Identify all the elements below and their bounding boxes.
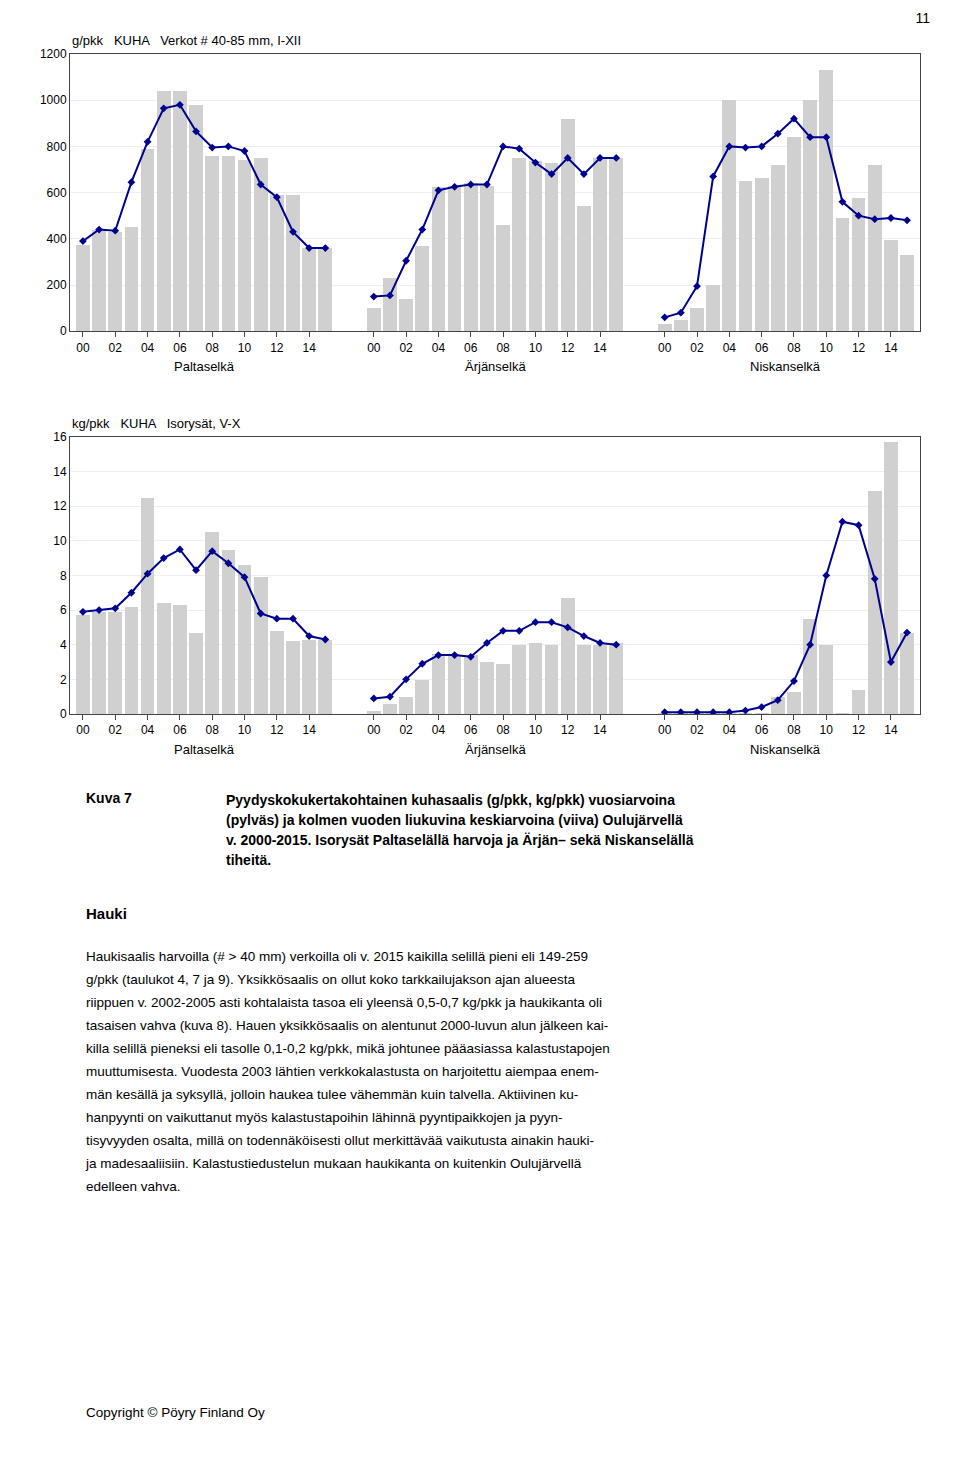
svg-text:00: 00 — [76, 341, 90, 355]
svg-text:08: 08 — [206, 341, 220, 355]
svg-text:08: 08 — [206, 723, 220, 737]
svg-text:1200: 1200 — [40, 47, 67, 61]
svg-text:04: 04 — [432, 723, 446, 737]
html-text:Kuva 7: Kuva 7 — [86, 790, 132, 806]
svg-text:Ärjänselkä: Ärjänselkä — [465, 742, 526, 757]
svg-text:10: 10 — [820, 723, 834, 737]
svg-text:00: 00 — [658, 723, 672, 737]
svg-text:12: 12 — [53, 499, 67, 513]
html-text:v. 2000-2015. Isorysät Paltase: v. 2000-2015. Isorysät Paltaselällä harv… — [226, 832, 694, 848]
svg-text:00: 00 — [367, 723, 381, 737]
svg-text:06: 06 — [173, 723, 187, 737]
svg-text:14: 14 — [302, 341, 316, 355]
svg-text:2: 2 — [60, 673, 67, 687]
svg-text:08: 08 — [787, 723, 801, 737]
svg-text:10: 10 — [238, 341, 252, 355]
svg-text:Paltaselkä: Paltaselkä — [174, 742, 235, 757]
html-text:Haukisaalis harvoilla (# > 40: Haukisaalis harvoilla (# > 40 mm) verkoi… — [86, 949, 589, 964]
html-text:Copyright © Pöyry Finland Oy: Copyright © Pöyry Finland Oy — [86, 1405, 265, 1420]
svg-text:06: 06 — [464, 723, 478, 737]
svg-text:12: 12 — [852, 341, 866, 355]
svg-text:00: 00 — [658, 341, 672, 355]
svg-text:08: 08 — [787, 341, 801, 355]
svg-text:6: 6 — [60, 603, 67, 617]
svg-text:g/pkk KUHA Verkot # 40-85: g/pkk KUHA Verkot # 40-85 mm, I-XII — [72, 33, 301, 48]
svg-text:Ärjänselkä: Ärjänselkä — [465, 359, 526, 374]
svg-text:0: 0 — [60, 707, 67, 721]
html-text:tiheitä.: tiheitä. — [226, 852, 272, 868]
svg-text:08: 08 — [496, 341, 510, 355]
svg-text:1000: 1000 — [40, 93, 67, 107]
svg-text:10: 10 — [820, 341, 834, 355]
svg-text:Niskanselkä: Niskanselkä — [750, 359, 821, 374]
html-text:muuttumisesta. Vuodesta 2003 l: muuttumisesta. Vuodesta 2003 lähtien ver… — [86, 1064, 599, 1079]
html-text:11: 11 — [915, 10, 930, 26]
svg-text:10: 10 — [53, 534, 67, 548]
svg-text:02: 02 — [399, 341, 413, 355]
svg-text:04: 04 — [141, 341, 155, 355]
svg-text:14: 14 — [884, 341, 898, 355]
html-text:män kesällä ja syksyllä, jollo: män kesällä ja syksyllä, jolloin haukea … — [86, 1087, 579, 1102]
svg-text:14: 14 — [884, 723, 898, 737]
html-text:Pyydyskokukertakohtainen kuhas: Pyydyskokukertakohtainen kuhasaalis (g/p… — [226, 792, 675, 808]
html-text:riippuen v. 2002-2005 asti koh: riippuen v. 2002-2005 asti kohtalaista t… — [86, 995, 603, 1010]
svg-text:Niskanselkä: Niskanselkä — [750, 742, 821, 757]
html-text:tasaisen vahva (kuva 8). Hauen: tasaisen vahva (kuva 8). Hauen yksikkösa… — [86, 1018, 609, 1033]
svg-text:0: 0 — [60, 324, 67, 338]
svg-text:04: 04 — [723, 723, 737, 737]
svg-text:06: 06 — [464, 341, 478, 355]
svg-text:14: 14 — [302, 723, 316, 737]
html-text:ja madesaaliisiin. Kalastustie: ja madesaaliisiin. Kalastustiedustelun m… — [86, 1156, 582, 1171]
svg-text:8: 8 — [60, 569, 67, 583]
svg-text:12: 12 — [852, 723, 866, 737]
html-text:hanpyynti on vaikuttanut myös: hanpyynti on vaikuttanut myös kalastusta… — [86, 1110, 563, 1125]
svg-text:02: 02 — [690, 723, 704, 737]
svg-text:02: 02 — [690, 341, 704, 355]
html-text:(pylväs) ja kolmen vuoden liuk: (pylväs) ja kolmen vuoden liukuvina kesk… — [226, 812, 683, 828]
svg-text:04: 04 — [723, 341, 737, 355]
svg-text:12: 12 — [561, 723, 575, 737]
svg-text:600: 600 — [47, 186, 67, 200]
svg-text:12: 12 — [270, 341, 284, 355]
svg-text:12: 12 — [270, 723, 284, 737]
html-text:Hauki: Hauki — [86, 905, 127, 922]
html-text:g/pkk (taulukot 4, 7 ja 9). Yk: g/pkk (taulukot 4, 7 ja 9). Yksikkösaali… — [86, 972, 575, 987]
svg-text:400: 400 — [47, 232, 67, 246]
svg-text:10: 10 — [238, 723, 252, 737]
svg-text:12: 12 — [561, 341, 575, 355]
svg-text:08: 08 — [496, 723, 510, 737]
svg-text:16: 16 — [53, 430, 67, 444]
html-text:killa selillä pieneksi eli tas: killa selillä pieneksi eli tasolle 0,1-0… — [86, 1041, 610, 1056]
html-text:edelleen vahva.: edelleen vahva. — [86, 1179, 181, 1194]
svg-text:00: 00 — [367, 341, 381, 355]
svg-text:14: 14 — [593, 723, 607, 737]
svg-text:kg/pkk KUHA Isorysät, V-X: kg/pkk KUHA Isorysät, V-X — [72, 416, 241, 431]
svg-text:04: 04 — [432, 341, 446, 355]
svg-text:10: 10 — [529, 723, 543, 737]
svg-text:02: 02 — [109, 723, 123, 737]
html-text:tisyvyyden osalta, millä on to: tisyvyyden osalta, millä on todennäköise… — [86, 1133, 594, 1148]
svg-text:00: 00 — [76, 723, 90, 737]
svg-text:06: 06 — [755, 341, 769, 355]
svg-text:200: 200 — [47, 278, 67, 292]
svg-text:06: 06 — [755, 723, 769, 737]
svg-text:02: 02 — [399, 723, 413, 737]
svg-text:14: 14 — [593, 341, 607, 355]
svg-text:14: 14 — [53, 465, 67, 479]
svg-text:Paltaselkä: Paltaselkä — [174, 359, 235, 374]
svg-text:06: 06 — [173, 341, 187, 355]
svg-text:04: 04 — [141, 723, 155, 737]
svg-text:800: 800 — [47, 140, 67, 154]
svg-text:10: 10 — [529, 341, 543, 355]
svg-text:4: 4 — [60, 638, 67, 652]
svg-text:02: 02 — [109, 341, 123, 355]
